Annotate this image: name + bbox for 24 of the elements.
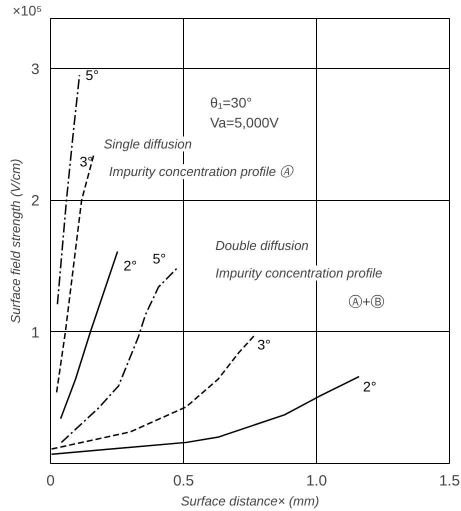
y-axis-title: Surface field strength (V/cm) bbox=[8, 158, 24, 324]
annotation: Impurity concentration profile bbox=[215, 265, 382, 280]
series-label: 2° bbox=[363, 378, 376, 395]
annotation: Ⓐ+Ⓑ bbox=[348, 293, 385, 310]
y-tick-label: 2 bbox=[31, 192, 40, 210]
x-tick-label: 1.5 bbox=[439, 472, 460, 490]
annotation: θ₁=30° bbox=[210, 94, 252, 111]
text: ×10⁵ bbox=[12, 2, 42, 18]
annotation: Va=5,000V bbox=[210, 114, 280, 130]
x-tick-label: 1.0 bbox=[306, 472, 327, 490]
annotation: Single diffusion bbox=[104, 136, 192, 152]
series-label: 2° bbox=[124, 258, 137, 274]
annotation: Impurity concentration profile Ⓐ bbox=[109, 164, 295, 180]
x-tick-label: 0 bbox=[46, 472, 55, 490]
x-tick-label: 0.5 bbox=[173, 472, 194, 490]
line-series bbox=[56, 74, 80, 305]
y-tick-label: 3 bbox=[31, 61, 40, 78]
x-axis-title: Surface distance× (mm) bbox=[180, 494, 320, 508]
series-label: 5° bbox=[85, 67, 99, 84]
series-label: 3° bbox=[80, 153, 93, 170]
y-tick-label: 1 bbox=[31, 324, 40, 342]
series-label: 5° bbox=[152, 250, 166, 267]
series-label: 3° bbox=[257, 336, 271, 352]
annotation: Double diffusion bbox=[215, 238, 309, 253]
